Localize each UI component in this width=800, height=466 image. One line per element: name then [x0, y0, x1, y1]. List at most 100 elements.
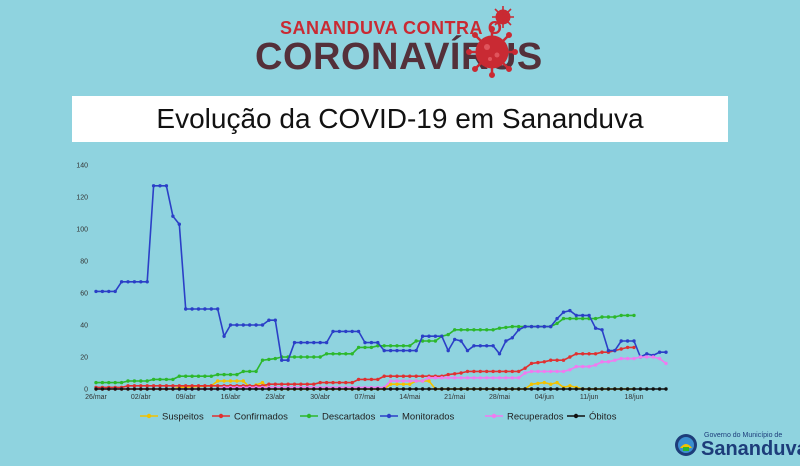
data-point-descartados [408, 344, 412, 348]
data-point-monitorados [312, 340, 316, 345]
data-point-descartados [465, 328, 470, 332]
data-point-confirmados [568, 355, 572, 359]
data-point-recuperados [555, 369, 559, 374]
data-point-monitorados [536, 324, 540, 329]
data-point-descartados [177, 374, 181, 378]
data-point-recuperados [549, 369, 553, 374]
data-point-recuperados [542, 369, 546, 374]
data-point--bitos [517, 387, 521, 391]
data-point-descartados [446, 332, 450, 337]
data-point-monitorados [517, 328, 521, 332]
data-point-monitorados [388, 348, 393, 353]
data-point-descartados [216, 372, 220, 377]
data-point-monitorados [228, 323, 233, 327]
line-chart: 0 20 40 60 80 100 120 140 26/mar 02/abr 09/abr 16/a… [76, 163, 668, 423]
data-point-descartados [606, 315, 611, 319]
data-point-monitorados [446, 348, 450, 353]
data-point-monitorados [318, 340, 322, 345]
data-point-monitorados [222, 334, 226, 338]
data-point-confirmados [337, 380, 342, 385]
data-point-suspeitos [228, 379, 233, 383]
data-point-confirmados [376, 377, 380, 382]
data-point-descartados [497, 326, 502, 330]
data-point--bitos [645, 387, 649, 391]
data-point-confirmados [203, 384, 207, 388]
municipal-emblem-icon [675, 434, 697, 456]
header-logo: SANANDUVA CONTRA O CORONAVÍRUS [250, 6, 550, 78]
data-point-descartados [613, 315, 617, 319]
data-point--bitos [619, 387, 623, 391]
data-point-confirmados [216, 384, 220, 388]
data-point-monitorados [139, 280, 143, 284]
x-tick-label: 18/jun [624, 394, 643, 401]
data-point-monitorados [529, 324, 534, 329]
data-point-recuperados [593, 363, 598, 367]
data-point-suspeitos [216, 379, 220, 383]
data-point-monitorados [235, 323, 239, 327]
data-point-confirmados [459, 371, 463, 375]
legend-marker-suspeitos [146, 413, 152, 419]
legend-label-monitorados: Monitorados [402, 412, 455, 423]
data-point-confirmados [382, 374, 386, 378]
data-point-descartados [376, 344, 380, 348]
data-point-monitorados [113, 289, 117, 294]
data-point-descartados [510, 324, 514, 329]
data-point--bitos [196, 387, 201, 391]
data-point-descartados [235, 372, 239, 377]
data-point-recuperados [517, 376, 521, 380]
data-point-descartados [267, 357, 271, 362]
data-point-monitorados [324, 340, 329, 345]
data-point-descartados [171, 377, 175, 382]
data-point-descartados [395, 344, 399, 348]
data-point-recuperados [529, 369, 534, 374]
data-point-descartados [356, 345, 361, 350]
data-point-descartados [561, 316, 566, 321]
data-point-descartados [331, 352, 335, 356]
data-point-monitorados [440, 334, 444, 338]
data-point-confirmados [280, 382, 284, 386]
data-point-monitorados [613, 348, 617, 353]
data-point-descartados [625, 313, 630, 318]
data-point-monitorados [132, 280, 137, 284]
data-point-descartados [260, 358, 265, 362]
data-point-suspeitos [568, 384, 572, 388]
data-point-descartados [248, 369, 252, 374]
gov-logo-caption: Governo do Município de [704, 432, 783, 439]
data-point-confirmados [472, 369, 476, 374]
data-point--bitos [209, 387, 213, 391]
data-point-confirmados [292, 382, 297, 386]
data-point-confirmados [356, 377, 361, 382]
data-point-descartados [312, 355, 316, 359]
data-point--bitos [350, 387, 354, 391]
data-point--bitos [286, 387, 290, 391]
data-point-confirmados [395, 374, 399, 378]
data-point--bitos [651, 387, 655, 391]
data-point--bitos [363, 387, 367, 391]
data-point-descartados [164, 377, 169, 382]
data-point--bitos [273, 387, 277, 391]
data-point-confirmados [561, 358, 566, 362]
data-point-suspeitos [388, 382, 393, 386]
data-point-descartados [318, 355, 322, 359]
data-point--bitos [254, 387, 258, 391]
data-point-monitorados [254, 323, 258, 327]
data-point-confirmados [491, 369, 495, 374]
y-tick-label: 140 [76, 163, 88, 170]
data-point-confirmados [164, 384, 169, 388]
data-point--bitos [433, 387, 438, 391]
data-point--bitos [151, 387, 156, 391]
data-point-recuperados [645, 355, 649, 359]
data-point-monitorados [286, 358, 290, 362]
x-tick-label: 09/abr [176, 394, 197, 401]
data-point-descartados [132, 379, 137, 383]
y-tick-label: 40 [80, 323, 88, 330]
y-tick-label: 80 [80, 259, 88, 266]
data-point-confirmados [312, 382, 316, 386]
data-point-descartados [517, 324, 521, 329]
data-point--bitos [171, 387, 175, 391]
data-point-monitorados [510, 336, 514, 340]
data-point-confirmados [465, 369, 470, 374]
data-point-confirmados [369, 377, 374, 382]
data-point-descartados [485, 328, 489, 332]
x-tick-label: 23/abr [265, 394, 286, 401]
